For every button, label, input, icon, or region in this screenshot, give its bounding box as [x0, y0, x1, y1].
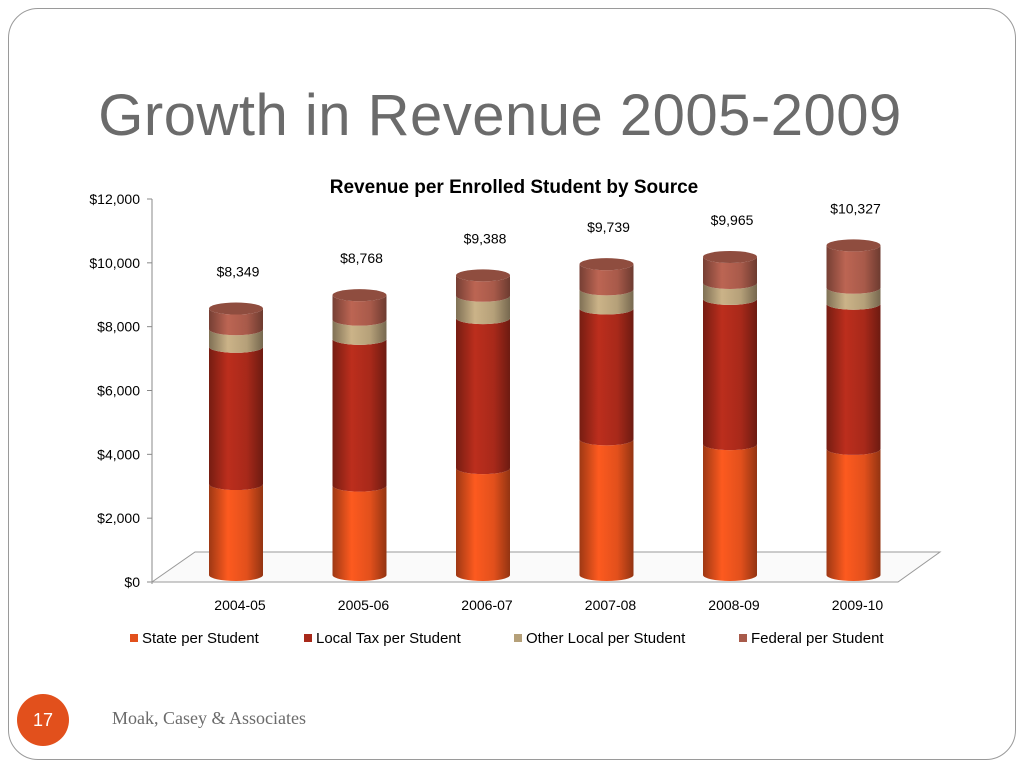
bar-segment-state — [579, 439, 634, 581]
bar-top — [579, 258, 634, 271]
chart-title: Revenue per Enrolled Student by Source — [330, 177, 698, 198]
bar-segment-federal — [579, 264, 634, 296]
bar-segment-federal — [826, 245, 881, 294]
legend-item-federal: Federal per Student — [739, 630, 884, 647]
bar-top — [703, 250, 757, 263]
bar-2007-08 — [579, 258, 634, 581]
page-number-badge: 17 — [17, 694, 69, 746]
y-axis: $0 $2,000 $4,000 $6,000 $8,000 $10,000 $12,000 — [89, 191, 153, 590]
bar-2009-10 — [826, 239, 881, 581]
legend-swatch — [304, 634, 312, 642]
bar-segment-local_tax — [456, 318, 510, 475]
bar-segment-other_local — [579, 289, 634, 315]
legend-label: State per Student — [142, 630, 260, 647]
legend-swatch — [130, 634, 138, 642]
bar-segment-federal — [209, 308, 263, 336]
total-label: $9,965 — [711, 212, 754, 228]
total-label: $10,327 — [830, 200, 881, 216]
x-tick-label: 2009-10 — [832, 597, 884, 613]
bar-segment-other_local — [703, 282, 757, 305]
bar-2005-06 — [332, 289, 387, 581]
legend-item-state: State per Student — [130, 630, 260, 647]
y-tick-label: $10,000 — [89, 255, 140, 271]
footer-text: Moak, Casey & Associates — [112, 708, 306, 728]
bar-segment-local_tax — [826, 303, 881, 455]
y-tick-label: $4,000 — [97, 446, 140, 462]
chart-floor — [150, 551, 942, 583]
total-label: $9,388 — [464, 230, 507, 246]
legend-swatch — [739, 634, 747, 642]
bar-segment-other_local — [456, 295, 510, 325]
legend-label: Federal per Student — [751, 630, 884, 647]
x-tick-label: 2007-08 — [585, 597, 637, 613]
x-tick-label: 2006-07 — [461, 597, 513, 613]
bar-top — [332, 289, 387, 302]
y-tick-label: $0 — [124, 574, 140, 590]
bar-segment-local_tax — [332, 338, 387, 492]
bar-segment-state — [209, 484, 263, 581]
bar-segment-local_tax — [209, 346, 263, 491]
total-label: $8,349 — [217, 264, 260, 280]
bar-segment-local_tax — [703, 298, 757, 451]
legend-item-other_local: Other Local per Student — [514, 630, 686, 647]
legend-item-local_tax: Local Tax per Student — [304, 630, 462, 647]
x-tick-label: 2004-05 — [214, 597, 266, 613]
x-tick-label: 2005-06 — [338, 597, 390, 613]
y-tick-label: $2,000 — [97, 510, 140, 526]
bar-2006-07 — [456, 269, 510, 581]
bar-segment-state — [456, 468, 510, 581]
bar-segment-other_local — [332, 319, 387, 345]
total-label: $9,739 — [587, 219, 630, 235]
bar-segment-state — [332, 485, 387, 581]
y-tick-label: $6,000 — [97, 383, 140, 399]
x-tick-label: 2008-09 — [708, 597, 760, 613]
y-tick-label: $12,000 — [89, 191, 140, 207]
bar-top — [209, 302, 263, 315]
bar-segment-state — [826, 448, 881, 581]
bar-segment-local_tax — [579, 308, 634, 446]
bar-2004-05 — [209, 302, 263, 581]
bar-segment-other_local — [826, 287, 881, 310]
bar-segment-federal — [332, 295, 387, 326]
x-axis-labels: 2004-05 2005-06 2006-07 2007-08 2008-09 2009-… — [214, 597, 883, 613]
slide-title: Growth in Revenue 2005-2009 — [98, 83, 902, 148]
bar-segment-state — [703, 444, 757, 581]
legend-label: Other Local per Student — [526, 630, 686, 647]
y-tick-label: $8,000 — [97, 319, 140, 335]
bar-segment-federal — [456, 275, 510, 302]
legend-label: Local Tax per Student — [316, 630, 462, 647]
bar-top — [826, 239, 881, 252]
bars — [209, 239, 881, 581]
total-label: $8,768 — [340, 250, 383, 266]
bar-2008-09 — [703, 250, 757, 581]
bar-segment-federal — [703, 256, 757, 289]
data-labels: $8,349 $8,768 $9,388 $9,739 $9,965 $10,327 — [217, 200, 881, 279]
bar-top — [456, 269, 510, 282]
legend-swatch — [514, 634, 522, 642]
legend: State per Student Local Tax per Student Ot… — [130, 630, 884, 647]
bar-segment-other_local — [209, 329, 263, 353]
